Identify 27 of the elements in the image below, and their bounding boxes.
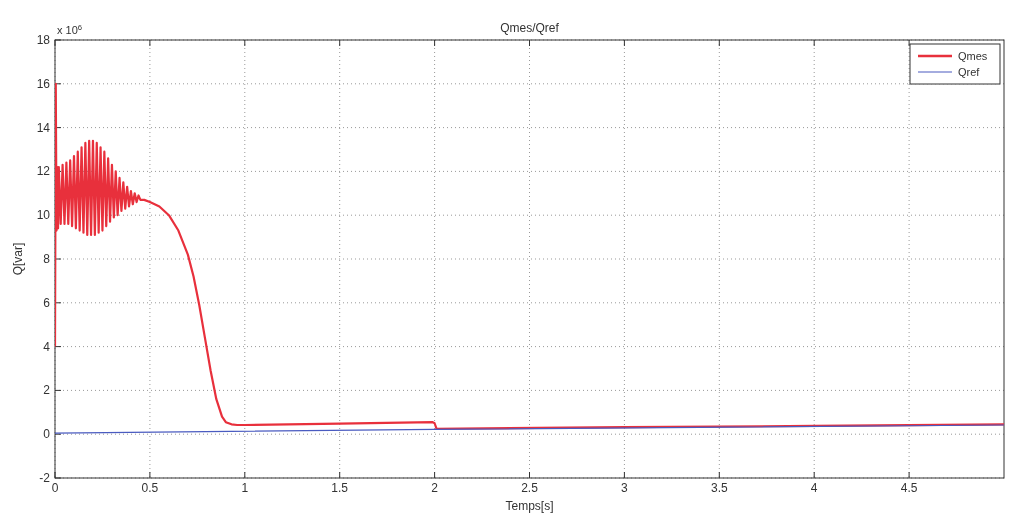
x-tick-label: 2.5 bbox=[521, 481, 539, 495]
y-tick-label: 16 bbox=[36, 76, 51, 91]
y-tick-label: 6 bbox=[43, 295, 51, 310]
y-tick-label: 12 bbox=[36, 164, 51, 179]
x-axis-title: Temps[s] bbox=[505, 499, 554, 513]
y-tick-label: 2 bbox=[43, 383, 51, 398]
x-tick-label: 2 bbox=[431, 481, 439, 495]
line-series bbox=[55, 82, 1004, 430]
y-tick-label: 4 bbox=[43, 339, 51, 354]
text: x 10$^{6}$ bbox=[57, 22, 83, 36]
y-tick-label: 18 bbox=[36, 33, 51, 47]
x-tick-label: 3 bbox=[621, 481, 629, 495]
y-axis-title: Q[var] bbox=[11, 242, 25, 276]
x-tick-label: 4 bbox=[810, 481, 818, 495]
legend-label: Qmes bbox=[958, 50, 988, 62]
x-tick-label: 4.5 bbox=[900, 481, 918, 495]
x-tick-label: 1 bbox=[241, 481, 249, 495]
y-tick-label: 8 bbox=[43, 252, 51, 266]
y-tick-label: 14 bbox=[36, 120, 51, 135]
y-tick-label: 0 bbox=[43, 427, 51, 442]
x-tick-label: 1.5 bbox=[331, 481, 349, 495]
x-tick-label: 0.5 bbox=[141, 481, 159, 495]
y-tick-label: -2 bbox=[39, 471, 51, 485]
chart-title: Qmes/Qref bbox=[500, 21, 560, 35]
legend-label: Qref bbox=[958, 66, 981, 78]
y-tick-label: 10 bbox=[36, 208, 51, 223]
x-tick-label: 3.5 bbox=[710, 481, 728, 495]
